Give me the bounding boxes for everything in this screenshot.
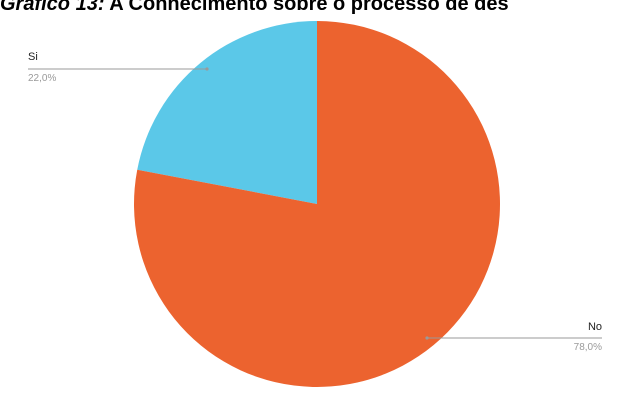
pie-slice-si	[137, 21, 317, 204]
slice-value-si: 22,0%	[28, 73, 56, 84]
chart-title-lead: Gráfico 13:	[0, 0, 105, 15]
pie-slice-no	[134, 21, 500, 387]
chart-title-rest: A Conhecimento sobre o processo de des	[104, 0, 509, 15]
slice-label-si: Si	[28, 51, 38, 63]
pie-callouts: Si 22,0% No 78,0%	[28, 51, 602, 353]
callout-dot-si	[205, 67, 209, 71]
slice-label-no: No	[588, 321, 602, 333]
callout-dot-no	[425, 336, 429, 340]
slice-value-no: 78,0%	[574, 342, 602, 353]
chart-title: Gráfico 13: A Conhecimento sobre o proce…	[0, 0, 620, 17]
pie-slices	[134, 21, 500, 387]
